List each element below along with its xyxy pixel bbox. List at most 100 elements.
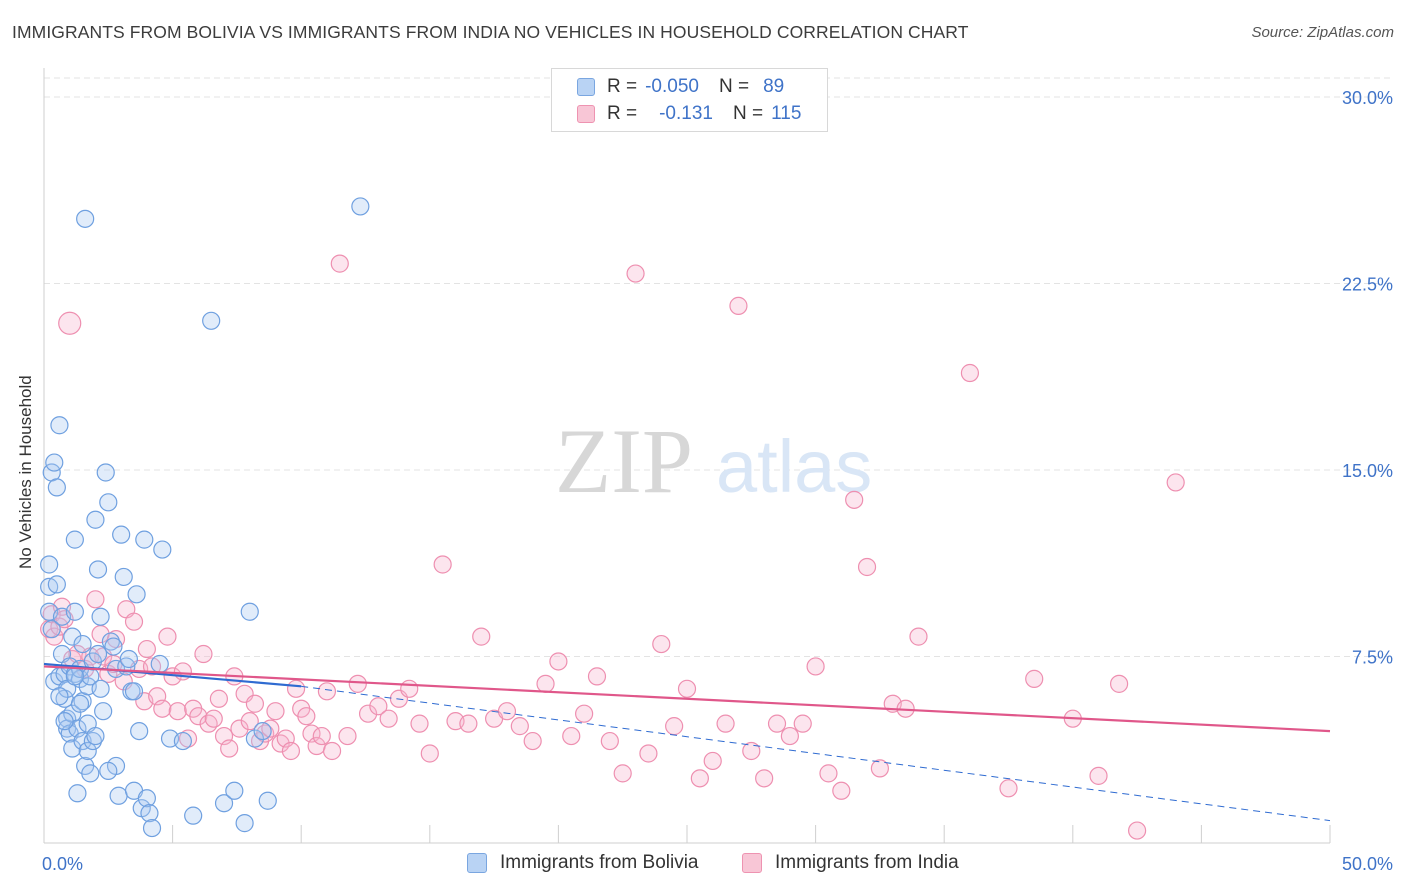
india-point-57 — [317, 682, 337, 701]
legend-swatch-bolivia — [577, 78, 595, 96]
india-point-71 — [459, 714, 478, 733]
bolivia-point-61 — [127, 585, 146, 604]
bolivia-point-46 — [94, 702, 113, 721]
bolivia-point-62 — [130, 721, 149, 741]
india-trend-line — [43, 665, 1331, 733]
bolivia-point-78 — [245, 729, 265, 748]
india-point-82 — [600, 731, 619, 751]
india-point-96 — [780, 726, 799, 746]
bolivia-point-42 — [88, 560, 108, 579]
bolivia-point-25 — [65, 530, 84, 549]
india-point-58 — [322, 741, 342, 761]
india-point-81 — [587, 667, 607, 686]
india-point-66 — [400, 679, 419, 698]
india-point-33 — [194, 644, 213, 664]
legend-india-n-value: 115 — [771, 103, 802, 124]
chart-title: IMMIGRANTS FROM BOLIVIA VS IMMIGRANTS FR… — [12, 22, 969, 42]
india-point-51 — [286, 679, 306, 698]
bolivia-point-59 — [124, 682, 144, 701]
bolivia-point-84 — [76, 209, 95, 228]
bolivia-point-68 — [150, 654, 169, 674]
bolivia-point-23 — [65, 602, 84, 621]
india-point-25 — [153, 699, 172, 718]
trend-lines — [43, 662, 1331, 822]
bolivia-point-67 — [142, 818, 162, 838]
india-point-80 — [575, 704, 594, 723]
india-point-56 — [312, 726, 331, 746]
bolivia-point-69 — [153, 540, 172, 559]
bolivia-point-22 — [63, 739, 82, 758]
legend-bolivia-r-label: R = — [607, 76, 638, 97]
bolivia-point-80 — [258, 791, 277, 810]
bolivia-point-6 — [47, 478, 66, 497]
bolivia-point-49 — [101, 632, 120, 651]
bolivia-point-39 — [83, 731, 102, 751]
bolivia-point-44 — [91, 607, 110, 626]
india-point-28 — [168, 702, 187, 721]
watermark: ZIP atlas — [555, 410, 872, 512]
bolivia-point-71 — [173, 731, 192, 751]
india-point-62 — [358, 704, 378, 723]
bolivia-point-50 — [104, 637, 123, 656]
bolivia-point-64 — [135, 530, 154, 549]
y-tick-label-3: 30.0% — [1342, 88, 1393, 108]
india-point-59 — [330, 254, 349, 273]
bolivia-trend-extension — [301, 685, 1331, 822]
source-credit: Source: ZipAtlas.com — [1251, 24, 1394, 41]
bolivia-point-57 — [119, 649, 138, 669]
india-point-11 — [86, 590, 105, 609]
india-point-38 — [220, 739, 239, 758]
legend-row-india: R = -0.131 N = 115 — [577, 102, 801, 126]
india-point-68 — [420, 744, 439, 763]
y-tick-label-1: 15.0% — [1342, 461, 1393, 481]
india-point-79 — [562, 726, 581, 746]
legend-india-r-value: -0.131 — [659, 103, 713, 124]
bolivia-point-20 — [63, 627, 82, 646]
bolivia-point-53 — [109, 786, 128, 805]
india-point-19 — [124, 612, 144, 631]
axes — [43, 68, 1331, 844]
india-point-83 — [613, 764, 632, 783]
legend-row-bolivia: R = -0.050 N = 89 — [577, 75, 784, 99]
india-point-102 — [857, 557, 877, 577]
bolivia-point-79 — [253, 721, 272, 741]
india-point-97 — [793, 714, 812, 733]
bolivia-point-55 — [114, 567, 133, 587]
india-point-106 — [909, 627, 928, 646]
bolivia-point-9 — [50, 416, 69, 435]
bolivia-point-3 — [42, 620, 61, 639]
india-point-69 — [433, 555, 452, 574]
series-legend: Immigrants from Bolivia Immigrants from … — [0, 852, 1406, 878]
bolivia-point-81 — [351, 197, 370, 216]
india-point-50 — [281, 741, 301, 761]
grid-lines — [44, 77, 1390, 657]
bolivia-point-74 — [214, 794, 234, 813]
india-point-89 — [690, 769, 709, 788]
india-point-32 — [189, 707, 208, 726]
india-point-2 — [45, 627, 64, 646]
bolivia-point-66 — [140, 804, 159, 823]
bolivia-point-41 — [86, 510, 105, 529]
india-point-60 — [338, 726, 357, 746]
india-point-64 — [379, 709, 398, 728]
india-point-40 — [230, 719, 249, 738]
india-point-67 — [410, 714, 429, 733]
bolivia-point-45 — [91, 679, 110, 698]
bolivia-point-37 — [81, 764, 100, 783]
bolivia-point-88 — [55, 712, 74, 731]
legend-item-india[interactable]: Immigrants from India — [742, 852, 959, 874]
india-point-93 — [742, 741, 761, 761]
india-point-74 — [497, 702, 517, 721]
india-point-101 — [845, 490, 864, 509]
india-point-35 — [204, 709, 223, 728]
bolivia-point-87 — [86, 726, 105, 746]
legend-item-bolivia[interactable]: Immigrants from Bolivia — [467, 852, 699, 874]
india-point-109 — [1025, 669, 1044, 688]
tick-labels: 7.5% 15.0% 22.5% 30.0% 0.0% 50.0% — [42, 88, 1393, 874]
india-point-113 — [1127, 821, 1147, 840]
india-point-6 — [58, 311, 82, 335]
bolivia-point-85 — [50, 687, 69, 706]
watermark-atlas: atlas — [716, 425, 872, 508]
y-tick-label-0: 7.5% — [1352, 648, 1393, 668]
